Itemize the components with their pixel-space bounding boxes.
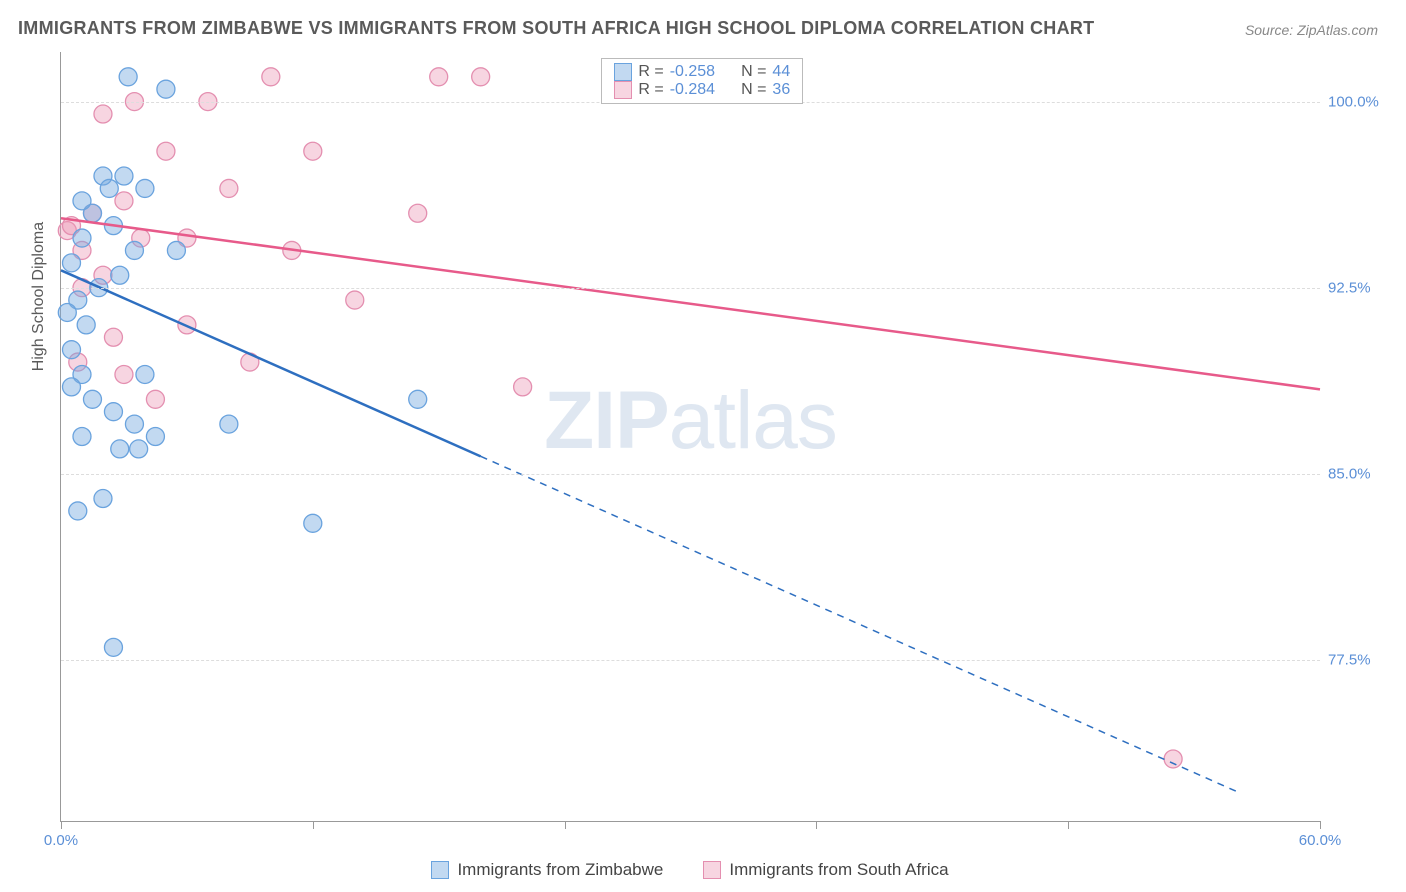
xtick <box>1068 821 1069 829</box>
xtick <box>565 821 566 829</box>
ytick-label: 85.0% <box>1328 465 1388 482</box>
legend-label-1: Immigrants from Zimbabwe <box>457 860 663 880</box>
ytick-label: 100.0% <box>1328 93 1388 110</box>
chart-title: IMMIGRANTS FROM ZIMBABWE VS IMMIGRANTS F… <box>18 18 1094 39</box>
yaxis-label: High School Diploma <box>30 222 48 371</box>
legend-item-1: Immigrants from Zimbabwe <box>431 860 663 880</box>
xtick-label: 60.0% <box>1299 832 1342 849</box>
legend-stats-row: R = -0.258N = 44 <box>614 63 790 81</box>
xtick <box>816 821 817 829</box>
ytick-label: 77.5% <box>1328 651 1388 668</box>
legend-stats-row: R = -0.284N = 36 <box>614 81 790 99</box>
legend-swatch-1 <box>431 861 449 879</box>
legend-item-2: Immigrants from South Africa <box>703 860 948 880</box>
ytick-label: 92.5% <box>1328 279 1388 296</box>
gridline <box>61 288 1320 289</box>
legend-stats: R = -0.258N = 44R = -0.284N = 36 <box>601 58 803 104</box>
xtick-label: 0.0% <box>44 832 78 849</box>
source-label: Source: ZipAtlas.com <box>1245 22 1378 38</box>
xtick <box>313 821 314 829</box>
xtick <box>61 821 62 829</box>
chart-svg <box>61 52 1320 821</box>
legend-swatch-2 <box>703 861 721 879</box>
legend-label-2: Immigrants from South Africa <box>729 860 948 880</box>
xtick <box>1320 821 1321 829</box>
legend-bottom: Immigrants from Zimbabwe Immigrants from… <box>60 860 1320 880</box>
gridline <box>61 660 1320 661</box>
plot-area: ZIPatlas 77.5%85.0%92.5%100.0%0.0%60.0% <box>60 52 1320 822</box>
gridline <box>61 474 1320 475</box>
